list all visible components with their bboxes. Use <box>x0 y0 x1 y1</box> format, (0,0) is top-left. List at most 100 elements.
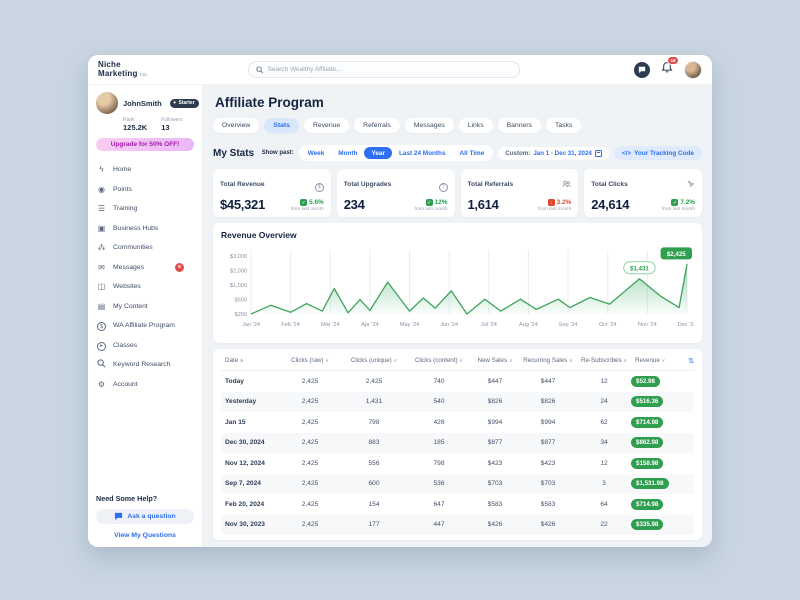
messages-count-badge: 9 <box>175 262 184 272</box>
svg-text:Apr '24: Apr '24 <box>361 322 379 328</box>
tab-links[interactable]: Links <box>458 118 493 133</box>
sidebar-item-communities[interactable]: ⁂ Communities <box>97 243 153 253</box>
card-total-referrals: Total Referrals 1,614 ↓ 3.2% from last mo… <box>460 169 579 217</box>
cell-value: 62 <box>600 418 608 426</box>
search-input[interactable] <box>267 66 512 73</box>
sidebar-item-my-content[interactable]: ▤ My Content <box>97 301 148 311</box>
table-row[interactable]: Yesterday 2,425 1,431 540 $826 $826 24 $516.36 <box>221 391 694 412</box>
filter-year[interactable]: Year <box>364 147 392 159</box>
notifications-bell-icon[interactable]: 18 <box>661 55 679 79</box>
sidebar-item-home[interactable]: ϟ Home <box>96 160 194 180</box>
table-row[interactable]: Today 2,425 2,425 740 $447 $447 12 $52.98 <box>221 371 694 392</box>
filter-all-time[interactable]: All Time <box>459 149 485 157</box>
filter-last-24-months[interactable]: Last 24 Months <box>398 149 446 157</box>
sidebar-item-websites[interactable]: ◫ Websites <box>97 282 141 292</box>
revenue-badge: $158.98 <box>631 457 664 469</box>
cell-value: 798 <box>368 418 380 426</box>
profile: JohnSmith ✦ Starter <box>96 92 199 114</box>
tab-overview[interactable]: Overview <box>213 118 260 133</box>
page-title: Affiliate Program <box>215 95 324 110</box>
logo[interactable]: Niche Marketing co. <box>98 60 248 78</box>
stats-header: My Stats Show past: Week Month Year Last… <box>213 145 702 161</box>
filter-month[interactable]: Month <box>338 149 358 157</box>
col-clicks-unique[interactable]: Clicks (unique) ∨ <box>350 357 398 364</box>
rank-value: 125.2K <box>123 123 148 132</box>
ask-question-button[interactable]: Ask a question <box>96 509 194 524</box>
tab-revenue[interactable]: Revenue <box>303 118 350 133</box>
filter-week[interactable]: Week <box>307 149 325 157</box>
cell-value: 447 <box>433 521 445 529</box>
sidebar-item-training[interactable]: ☰ Training <box>97 204 138 214</box>
cell-value: 426 <box>433 418 445 426</box>
sidebar-item-points[interactable]: ◉ Points <box>98 184 132 194</box>
tab-stats[interactable]: Stats <box>264 118 299 133</box>
chat-bubble-icon[interactable] <box>634 61 650 78</box>
col-revenue[interactable]: Revenue ∨ <box>635 357 666 364</box>
svg-text:$2,000: $2,000 <box>230 269 247 275</box>
cell-value: 798 <box>433 459 445 467</box>
rocket-icon: ✦ <box>172 100 177 105</box>
sort-desc-icon: ∨ <box>325 358 329 364</box>
tab-tasks[interactable]: Tasks <box>545 118 582 133</box>
card-total-revenue: Total Revenue $ $45,321 ✓ 5.6% from last … <box>213 169 331 217</box>
user-avatar[interactable] <box>684 60 702 79</box>
col-clicks-raw[interactable]: Clicks (raw) ∨ <box>291 357 329 364</box>
svg-text:$3,000: $3,000 <box>230 254 247 260</box>
rank-label: Rank <box>123 117 135 123</box>
col-date[interactable]: Date ∧ <box>225 357 244 364</box>
table-body: Today 2,425 2,425 740 $447 $447 12 $52.98 Yester… <box>221 371 694 535</box>
revenue-badge: $714.98 <box>631 416 664 428</box>
table-row[interactable]: Feb 20, 2024 2,425 154 647 $583 $583 64 $714.98 <box>221 494 694 515</box>
revenue-overview-title: Revenue Overview <box>221 230 297 240</box>
sort-all-icon[interactable]: ⇅ <box>688 357 694 365</box>
sidebar-item-account[interactable]: ⚙ Account <box>97 379 138 389</box>
svg-text:Jul '24: Jul '24 <box>481 322 497 328</box>
tracking-code-button[interactable]: </> Your Tracking Code <box>613 146 702 160</box>
table-row[interactable]: Nov 30, 2023 2,425 177 447 $426 $426 22 $335.98 <box>221 514 694 535</box>
table-row[interactable]: Nov 12, 2024 2,425 556 798 $423 $423 12 $158.98 <box>221 453 694 474</box>
cell-value: $583 <box>540 500 556 508</box>
cell-value: 556 <box>368 459 380 467</box>
table-row[interactable]: Jan 15 2,425 798 426 $994 $994 62 $714.98 <box>221 412 694 433</box>
help-section: Need Some Help? Ask a question View My Q… <box>96 494 194 539</box>
profile-stats: Rank 125.2K Followers 13 <box>123 117 194 132</box>
cell-date: Nov 12, 2024 <box>225 459 265 467</box>
tab-banners[interactable]: Banners <box>497 118 541 133</box>
time-filter-group: Week Month Year Last 24 Months All Time <box>298 145 494 161</box>
sidebar-item-business-hubs[interactable]: ▣ Business Hubs <box>97 223 159 233</box>
table-row[interactable]: Dec 30, 2024 2,425 883 185 $877 $877 34 $862.98 <box>221 432 694 453</box>
svg-text:May '24: May '24 <box>400 322 419 328</box>
sidebar-item-classes[interactable]: ▸ Classes <box>96 336 194 356</box>
magnifier-icon <box>96 359 107 370</box>
sort-desc-icon: ∨ <box>569 358 573 364</box>
starter-badge[interactable]: ✦ Starter <box>169 98 199 108</box>
cell-value: $426 <box>487 521 503 529</box>
card-total-clicks: Total Clicks 24,614 ✓ 7.2% from last mont… <box>584 169 702 217</box>
sidebar-item-messages[interactable]: ✉ Messages 9 <box>96 258 194 278</box>
cell-value: 883 <box>368 439 380 447</box>
col-re-subscribes[interactable]: Re-Subscribes ∨ <box>581 357 627 364</box>
profile-name: JohnSmith <box>123 98 162 108</box>
help-title: Need Some Help? <box>96 494 158 503</box>
col-new-sales[interactable]: New Sales ∨ <box>477 357 513 364</box>
custom-date-range[interactable]: Custom: Jan 1 - Dec 31, 2024 <box>498 146 609 160</box>
cell-value: 1,431 <box>365 398 383 406</box>
col-recurring-sales[interactable]: Recurring Sales ∨ <box>523 357 573 364</box>
cell-value: 2,425 <box>301 439 319 447</box>
people-icon: ⁂ <box>97 243 106 253</box>
tab-messages[interactable]: Messages <box>404 118 454 133</box>
table-row[interactable]: Sep 7, 2024 2,425 600 536 $703 $703 3 $1,531.98 <box>221 473 694 494</box>
chat-bubble-icon <box>115 512 123 521</box>
cell-value: 3 <box>602 480 606 488</box>
sidebar-item-keyword-research[interactable]: Keyword Research <box>96 355 194 375</box>
sidebar-item-wa-affiliate-program[interactable]: $ WA Affiliate Program <box>96 316 194 336</box>
upgrade-button[interactable]: Upgrade for 50% OFF! <box>96 138 194 151</box>
stats-table: Date ∧ Clicks (raw) ∨ Clicks (unique) ∨ … <box>213 349 702 540</box>
view-my-questions-link[interactable]: View My Questions <box>114 532 176 539</box>
profile-avatar[interactable] <box>96 92 118 114</box>
col-clicks-content[interactable]: Clicks (content) ∨ <box>414 357 464 364</box>
cell-value: 2,425 <box>301 398 319 406</box>
revenue-overview-card: Revenue Overview Jan '24 Feb '24 Mar '24 Ap… <box>213 223 702 343</box>
cell-value: $703 <box>487 480 503 488</box>
tab-referrals[interactable]: Referrals <box>354 118 400 133</box>
